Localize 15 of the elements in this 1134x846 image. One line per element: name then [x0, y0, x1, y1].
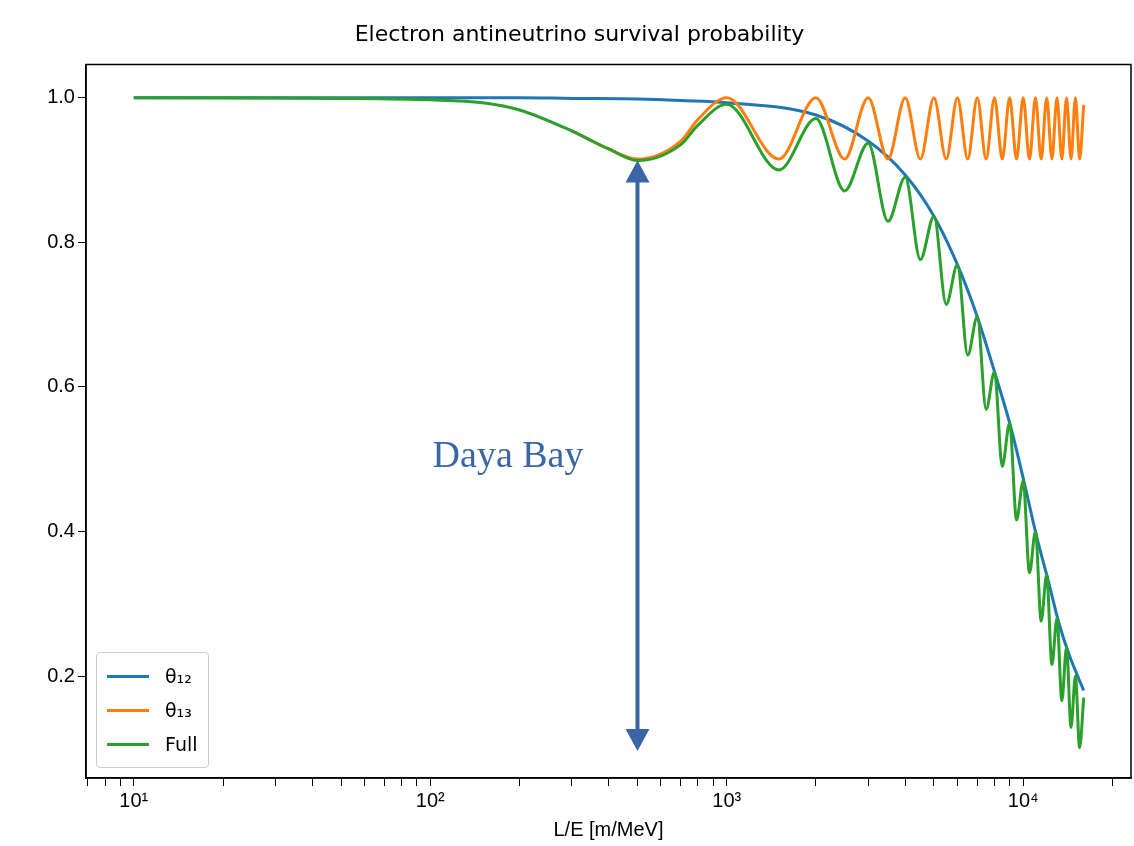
annotation: Daya Bay	[432, 432, 584, 475]
y-tick-label: 0.8	[47, 229, 75, 252]
chart-title: Electron antineutrino survival probability	[354, 20, 805, 46]
y-tick-label: 1.0	[47, 85, 75, 108]
y-tick-label: 0.4	[47, 518, 75, 541]
x-axis-title: L/E [m/MeV]	[553, 817, 664, 840]
x-tick-label: 10¹	[119, 788, 149, 811]
x-tick-label: 10³	[712, 788, 742, 811]
legend-label: θ₁₂	[165, 665, 192, 687]
x-tick-label: 10⁴	[1007, 788, 1039, 811]
y-tick-label: 0.6	[47, 374, 75, 397]
y-tick-label: 0.2	[47, 663, 75, 686]
legend-label: Full	[165, 733, 198, 755]
legend-label: θ₁₃	[165, 699, 192, 721]
x-tick-label: 10²	[415, 788, 446, 811]
